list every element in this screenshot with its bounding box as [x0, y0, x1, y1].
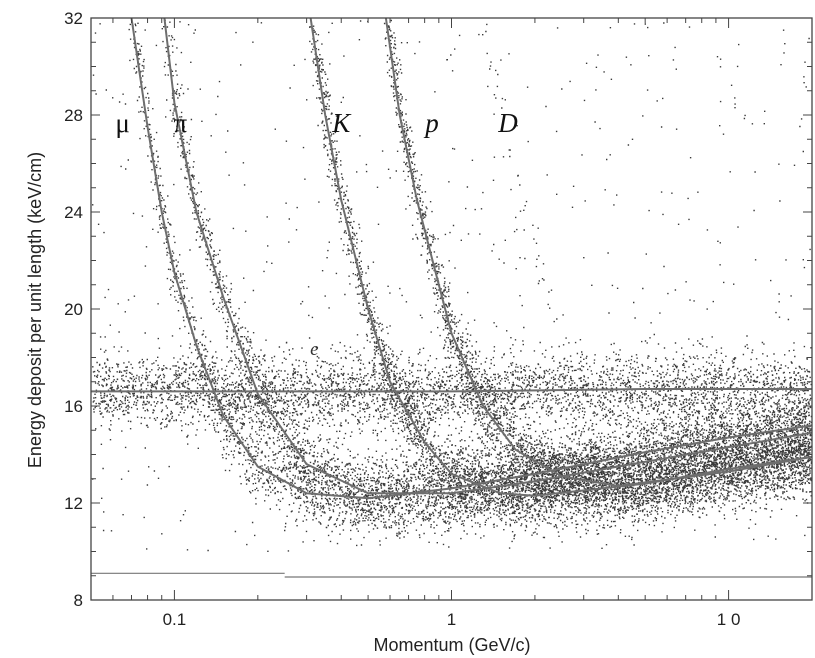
x-tick-label: 0.1 — [163, 610, 187, 629]
scatter-layer — [92, 19, 813, 553]
series-label-pi: π — [173, 108, 187, 138]
curve-e — [91, 388, 812, 393]
curve-layer — [91, 17, 813, 500]
x-axis-title: Momentum (GeV/c) — [373, 635, 530, 655]
curve-π — [163, 17, 813, 495]
x-axis-ticks: 0.1 1 1 0 — [90, 18, 813, 629]
y-tick-label: 28 — [64, 106, 83, 125]
y-tick-label: 16 — [64, 397, 83, 416]
y-tick-label: 8 — [74, 591, 83, 610]
y-axis-title: Energy deposit per unit length (keV/cm) — [25, 152, 45, 468]
curve-μ — [130, 17, 813, 500]
y-tick-label: 20 — [64, 300, 83, 319]
plot-border — [90, 17, 813, 601]
x-tick-label: 1 — [447, 610, 456, 629]
event-dots — [92, 19, 813, 553]
x-tick-label: 1 0 — [717, 610, 741, 629]
y-tick-label: 32 — [64, 9, 83, 28]
series-label-K: K — [331, 108, 352, 138]
baseline-layer — [91, 572, 812, 578]
series-label-p: p — [423, 108, 439, 138]
series-label-e: e — [310, 339, 318, 360]
series-label-mu: μ — [115, 108, 129, 138]
plot-frame — [90, 17, 813, 601]
y-tick-label: 12 — [64, 494, 83, 513]
y-axis-ticks: 8 12 16 20 24 28 32 — [64, 9, 812, 610]
y-tick-label: 24 — [64, 203, 83, 222]
series-label-D: D — [497, 108, 518, 138]
curve-p — [384, 17, 813, 488]
